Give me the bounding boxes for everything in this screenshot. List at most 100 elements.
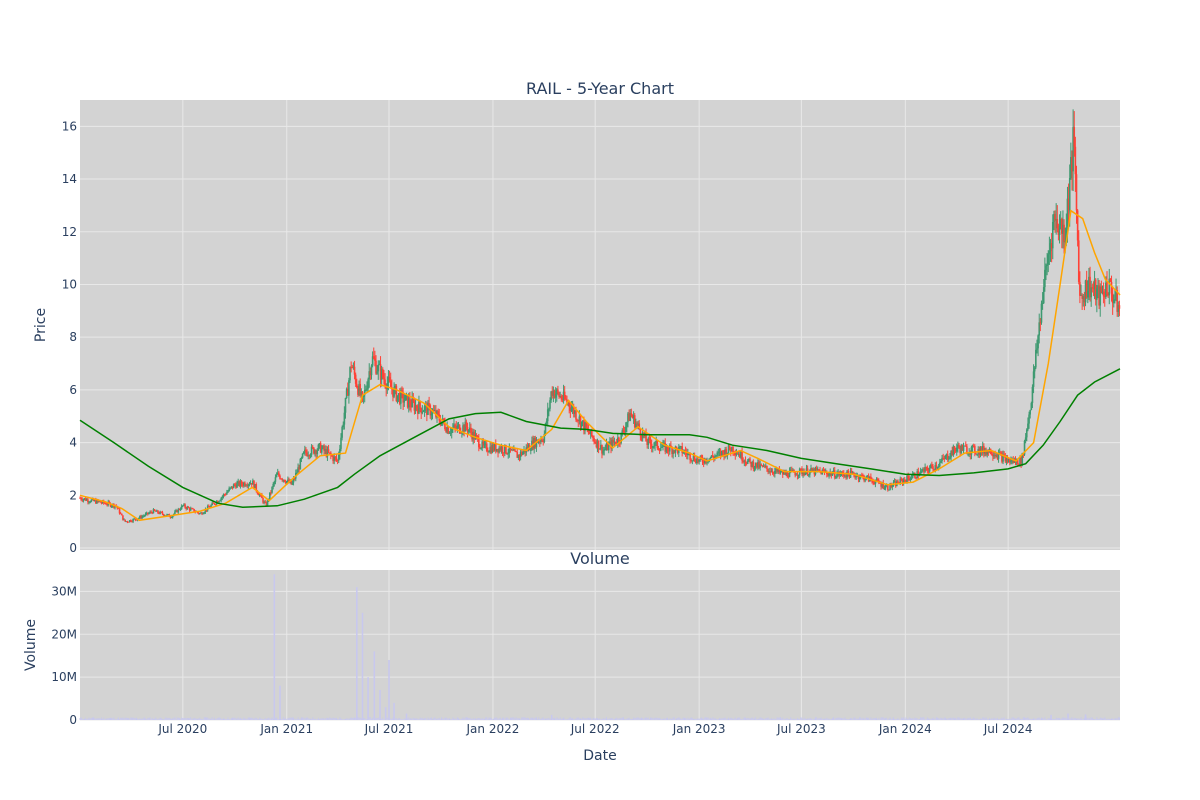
candle-body	[1091, 287, 1094, 289]
volume-bar	[775, 719, 777, 720]
volume-bar	[1100, 717, 1102, 720]
volume-bar	[699, 718, 701, 720]
candle-body	[1036, 348, 1038, 350]
candle-body	[346, 388, 349, 396]
volume-bar	[281, 719, 283, 720]
volume-bar	[139, 718, 141, 720]
x-ticks: Jul 2020 Jan 2021 Jul 2021 Jan 2022 Jul 2022…	[157, 722, 1032, 736]
candle-body	[200, 512, 202, 514]
volume-bar	[731, 718, 733, 720]
volume-bar	[373, 651, 376, 720]
volume-bar	[669, 718, 671, 720]
volume-bar	[235, 718, 237, 720]
volume-bar	[869, 719, 871, 720]
candle-body	[998, 452, 1001, 454]
volume-bar	[1070, 718, 1072, 720]
volume-bar	[248, 717, 250, 720]
volume-bar	[728, 717, 730, 720]
volume-bar	[696, 718, 698, 720]
candle-body	[1018, 464, 1020, 465]
candle-body	[1101, 291, 1104, 294]
candle-body	[722, 450, 724, 453]
candle-body	[99, 501, 102, 503]
volume-bar	[457, 718, 459, 720]
candle-body	[711, 455, 714, 457]
volume-bar	[576, 717, 578, 720]
volume-bar	[227, 717, 229, 720]
volume-bar	[85, 717, 87, 720]
candle-body	[539, 441, 541, 443]
candle-body	[891, 485, 894, 488]
volume-bar	[486, 717, 488, 720]
volume-bar	[912, 718, 914, 720]
volume-bar	[453, 718, 455, 720]
candle-body	[746, 460, 749, 464]
candle-body	[1024, 437, 1027, 441]
volume-bar	[671, 718, 673, 720]
volume-bar	[252, 718, 254, 720]
volume-bar	[804, 718, 806, 720]
candle-body	[104, 502, 106, 504]
candle-body	[1109, 278, 1112, 282]
volume-bar	[662, 718, 664, 720]
volume-bar	[263, 719, 265, 720]
volume-bar	[979, 718, 981, 720]
volume-bar	[364, 718, 366, 720]
volume-bar	[871, 719, 873, 720]
volume-bar	[312, 717, 314, 720]
volume-bar	[956, 718, 958, 720]
candle-body	[623, 431, 626, 433]
volume-bar	[610, 718, 612, 720]
candle-body	[864, 479, 867, 481]
volume-bar	[174, 717, 176, 720]
volume-bar	[391, 719, 393, 720]
volume-bar	[253, 718, 255, 720]
candle-body	[105, 503, 107, 505]
candle-body	[210, 505, 212, 508]
volume-bar	[1095, 719, 1097, 720]
candle-body	[748, 458, 750, 461]
candle-body	[1028, 414, 1030, 424]
candle-body	[883, 488, 886, 490]
candle-body	[482, 441, 485, 446]
volume-bar	[650, 717, 652, 720]
candle-body	[1044, 269, 1046, 288]
volume-bar	[778, 717, 780, 720]
candle-body	[955, 447, 958, 452]
candle-body	[561, 399, 564, 401]
price-tick-label: 16	[62, 119, 77, 133]
candle-body	[1012, 459, 1015, 463]
candle-body	[302, 451, 305, 454]
volume-bar	[720, 718, 722, 720]
volume-bar	[120, 717, 122, 720]
volume-bar	[556, 717, 558, 720]
long-moving-average-line	[79, 368, 1121, 508]
volume-bar	[976, 718, 978, 720]
volume-bar	[830, 719, 832, 720]
candle-body	[417, 408, 419, 414]
volume-bar	[583, 717, 585, 720]
volume-bar	[584, 718, 586, 720]
volume-bar	[861, 718, 863, 720]
volume-bar	[926, 717, 928, 720]
volume-bar	[892, 717, 894, 720]
volume-bar	[911, 718, 913, 720]
volume-bar	[540, 718, 542, 720]
volume-bar	[485, 717, 487, 720]
candle-body	[739, 454, 741, 458]
candle-body	[990, 453, 993, 455]
candle-body	[586, 427, 589, 429]
candle-body	[736, 453, 739, 455]
candle-body	[593, 437, 595, 442]
candle-body	[345, 388, 348, 398]
volume-bar	[94, 718, 96, 720]
volume-bar	[938, 718, 940, 720]
volume-bar	[180, 719, 182, 720]
candle-body	[241, 484, 244, 486]
candle-body	[601, 444, 603, 454]
candle-body	[80, 497, 82, 500]
candle-body	[653, 445, 655, 447]
volume-bar	[247, 717, 249, 720]
volume-bar	[507, 718, 509, 720]
volume-bar	[134, 718, 136, 720]
